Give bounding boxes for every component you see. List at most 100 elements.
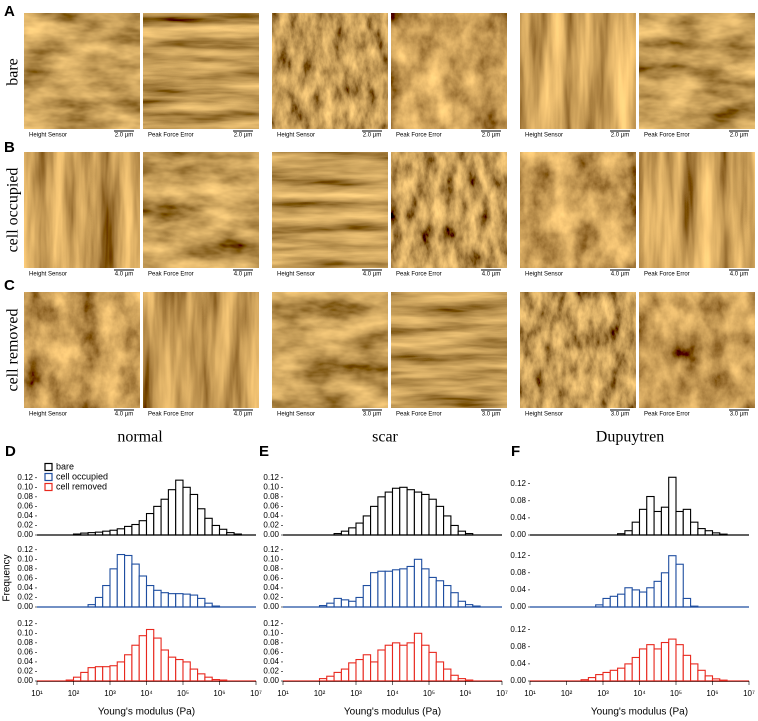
histogram-bar — [421, 568, 430, 608]
histogram-bar — [326, 675, 335, 682]
histogram-bar — [384, 644, 394, 682]
y-tick-label: 0.06 — [263, 647, 279, 656]
histogram-bar — [609, 669, 619, 682]
histogram-bar — [145, 512, 155, 536]
y-tick-label: 0.00 — [17, 530, 33, 539]
histogram-bar — [182, 593, 191, 608]
histogram-bar — [413, 491, 423, 536]
histogram-bar — [175, 593, 184, 608]
afm-image — [639, 152, 755, 268]
scale-label: 4.0 µm — [234, 412, 252, 418]
x-tick-label: 10⁵ — [670, 689, 682, 698]
afm-image — [391, 152, 507, 268]
histogram-bar — [175, 479, 184, 536]
y-tick-label: 0.12 — [510, 625, 526, 634]
afm-image — [639, 13, 755, 129]
histogram-bar — [631, 521, 641, 536]
histogram-bar — [355, 658, 364, 682]
histogram-bar — [660, 506, 670, 536]
image-caption: Peak Force Error — [148, 272, 194, 278]
histogram-bar — [145, 628, 155, 682]
histogram-bar — [413, 632, 423, 682]
x-tick-label: 10⁵ — [423, 689, 435, 698]
histogram-bar — [399, 568, 408, 608]
x-tick-label: 10⁵ — [177, 689, 189, 698]
histogram-bar — [653, 580, 662, 608]
histogram-bar — [428, 498, 437, 536]
scale-label: 3.0 µm — [611, 412, 629, 418]
y-tick-label: 0.12 — [263, 545, 279, 554]
histogram-bar — [391, 642, 401, 682]
image-caption: Height Sensor — [277, 272, 315, 278]
histogram-bar — [160, 498, 169, 536]
histogram-bar — [362, 584, 372, 608]
histogram-bar — [355, 522, 364, 536]
x-tick-label: 10¹ — [524, 689, 536, 698]
scale-label: 4.0 µm — [730, 272, 748, 278]
y-tick-label: 0.10 — [17, 554, 33, 563]
histogram-bar — [138, 575, 148, 608]
legend-label: bare — [56, 461, 74, 471]
histogram-bar — [675, 644, 684, 682]
histogram-bar — [197, 673, 206, 682]
histogram-bar — [450, 674, 459, 682]
histogram-bar — [167, 656, 177, 682]
histogram-bar — [160, 592, 169, 608]
histogram-bar — [377, 649, 386, 682]
y-tick-label: 0.12 — [263, 473, 279, 482]
y-tick-label: 0.02 — [17, 667, 33, 676]
legend-label: cell removed — [56, 481, 107, 491]
afm-image — [143, 152, 259, 268]
afm-image — [520, 292, 636, 408]
image-caption: Peak Force Error — [644, 412, 690, 418]
histogram-bar — [109, 568, 118, 608]
histogram-bar — [697, 528, 706, 536]
image-caption: Peak Force Error — [396, 272, 442, 278]
afm-image — [520, 152, 636, 268]
histogram-bar — [690, 521, 699, 536]
histogram-bar — [624, 587, 633, 608]
histogram-bar — [638, 591, 648, 608]
scale-label: 2.0 µm — [234, 133, 252, 139]
y-tick-label: 0.02 — [17, 593, 33, 602]
scale-label: 2.0 µm — [611, 133, 629, 139]
y-tick-label: 0.10 — [263, 554, 279, 563]
y-tick-label: 0.00 — [263, 676, 279, 685]
y-tick-label: 0.10 — [17, 482, 33, 491]
histogram-bar — [638, 508, 648, 536]
histogram-bar — [94, 666, 104, 682]
afm-image — [391, 292, 507, 408]
image-caption: Height Sensor — [277, 412, 315, 418]
panel-letter: D — [5, 443, 16, 460]
histogram-bar — [197, 508, 206, 536]
image-caption: Height Sensor — [29, 412, 67, 418]
histogram-bar — [443, 515, 452, 536]
y-tick-label: 0.12 — [17, 473, 33, 482]
scale-label: 4.0 µm — [363, 272, 381, 278]
column-title: scar — [372, 429, 398, 446]
y-tick-label: 0.08 — [17, 638, 33, 647]
image-caption: Peak Force Error — [644, 133, 690, 139]
histogram-bar — [653, 510, 662, 536]
histogram-bar — [218, 528, 228, 536]
afm-image — [143, 292, 259, 408]
y-tick-label: 0.02 — [17, 521, 33, 530]
histogram-bar — [116, 553, 126, 608]
afm-image — [639, 292, 755, 408]
y-tick-label: 0.10 — [17, 628, 33, 637]
afm-image — [391, 13, 507, 129]
x-tick-label: 10³ — [104, 689, 116, 698]
histogram-bar — [87, 667, 96, 682]
column-title: Dupuytren — [596, 429, 664, 446]
histogram-bar — [362, 654, 372, 682]
histogram-bar — [646, 495, 655, 536]
scale-label: 2.0 µm — [730, 133, 748, 139]
histogram-bar — [617, 667, 626, 682]
row-label: cell occupied — [5, 168, 22, 253]
x-tick-label: 10⁶ — [706, 689, 718, 698]
y-tick-label: 0.08 — [510, 642, 526, 651]
y-tick-label: 0.00 — [510, 530, 526, 539]
x-tick-label: 10⁴ — [140, 689, 153, 698]
y-tick-label: 0.12 — [510, 551, 526, 560]
histogram-bar — [377, 570, 386, 608]
